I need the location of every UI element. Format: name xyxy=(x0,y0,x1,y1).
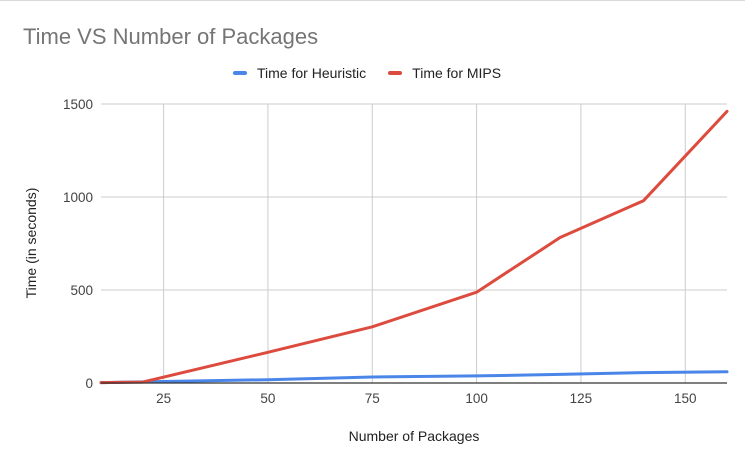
chart-title: Time VS Number of Packages xyxy=(23,24,319,49)
series-lines xyxy=(99,109,729,385)
legend-label-heuristic: Time for Heuristic xyxy=(257,65,367,81)
legend-swatch-heuristic xyxy=(233,71,247,75)
x-tick-label: 150 xyxy=(674,391,697,406)
grid-lines xyxy=(101,103,727,383)
x-axis-title: Number of Packages xyxy=(348,428,480,444)
y-tick-label: 1500 xyxy=(63,97,93,112)
y-tick-label: 500 xyxy=(70,283,93,298)
x-tick-label: 50 xyxy=(260,391,275,406)
legend-item-heuristic[interactable]: Time for Heuristic xyxy=(233,65,366,81)
x-tick-label: 25 xyxy=(156,391,171,406)
series-line-1 xyxy=(99,109,729,385)
series-line-0 xyxy=(99,370,729,385)
y-tick-label: 1000 xyxy=(63,190,93,205)
legend-item-mips[interactable]: Time for MIPS xyxy=(388,65,501,81)
y-tick-label: 0 xyxy=(85,376,93,391)
x-tick-label: 100 xyxy=(465,391,488,406)
y-tick-labels: 0 500 1000 1500 xyxy=(63,97,93,391)
legend: Time for Heuristic Time for MIPS xyxy=(233,64,523,82)
x-tick-label: 75 xyxy=(365,391,380,406)
x-tick-labels: 25 50 75 100 125 150 xyxy=(156,391,696,406)
legend-swatch-mips xyxy=(388,71,403,75)
top-divider xyxy=(0,0,745,1)
y-axis-title: Time (in seconds) xyxy=(23,187,39,299)
legend-label-mips: Time for MIPS xyxy=(412,65,502,81)
x-tick-label: 125 xyxy=(570,391,593,406)
